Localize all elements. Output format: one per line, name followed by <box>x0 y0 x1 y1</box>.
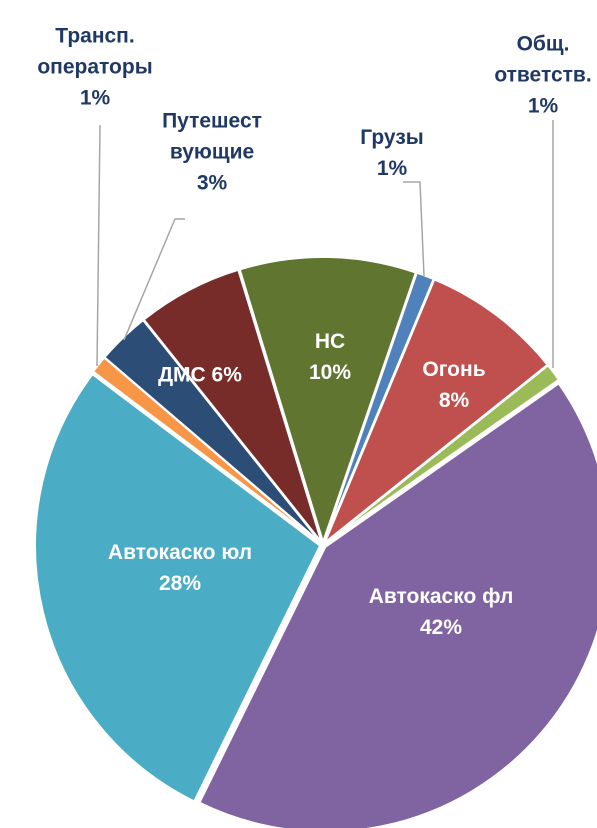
category-label: Огонь <box>422 358 486 381</box>
pie-slice <box>323 278 549 544</box>
value-label: 1% <box>79 86 111 110</box>
slice-label: ДМС 6% <box>158 360 242 391</box>
slice-label: Трансп. операторы 1% <box>37 21 152 114</box>
category-label: Трансп. операторы <box>37 24 153 79</box>
category-label: Автокаско юл <box>107 541 253 564</box>
category-label: Общ. ответств. <box>494 32 592 87</box>
slice-label: Общ. ответств. 1% <box>494 29 591 122</box>
slice-label: Огонь 8% <box>422 354 485 416</box>
category-label: Автокаско фл <box>368 585 514 608</box>
slice-label: НС 10% <box>309 326 351 388</box>
value-label: 8% <box>438 389 470 412</box>
slice-label: Автокаско юл 28% <box>108 537 252 599</box>
value-label: 1% <box>527 94 559 118</box>
slice-label: Автокаско фл 42% <box>369 581 514 643</box>
slice-label: Грузы 1% <box>360 122 423 184</box>
leader-line <box>96 124 101 367</box>
leader-line <box>403 181 425 277</box>
pie-slice <box>198 382 597 828</box>
leader-line <box>123 218 185 341</box>
value-label: 3% <box>196 171 228 195</box>
category-label: ДМС <box>158 363 206 387</box>
pie-slice <box>324 363 561 545</box>
pie-slice <box>238 256 418 546</box>
value-label: 42% <box>419 616 463 639</box>
pie-slice <box>142 268 323 543</box>
category-label: НС <box>314 330 346 353</box>
value-label: 6% <box>211 363 242 387</box>
category-label: Грузы <box>360 126 424 149</box>
category-label: Путешест вующие <box>162 109 262 164</box>
pie-slice <box>34 372 322 803</box>
value-label: 1% <box>376 157 408 180</box>
value-label: 10% <box>308 361 352 384</box>
slice-label: Путешест вующие 3% <box>162 106 262 199</box>
value-label: 28% <box>158 572 202 595</box>
